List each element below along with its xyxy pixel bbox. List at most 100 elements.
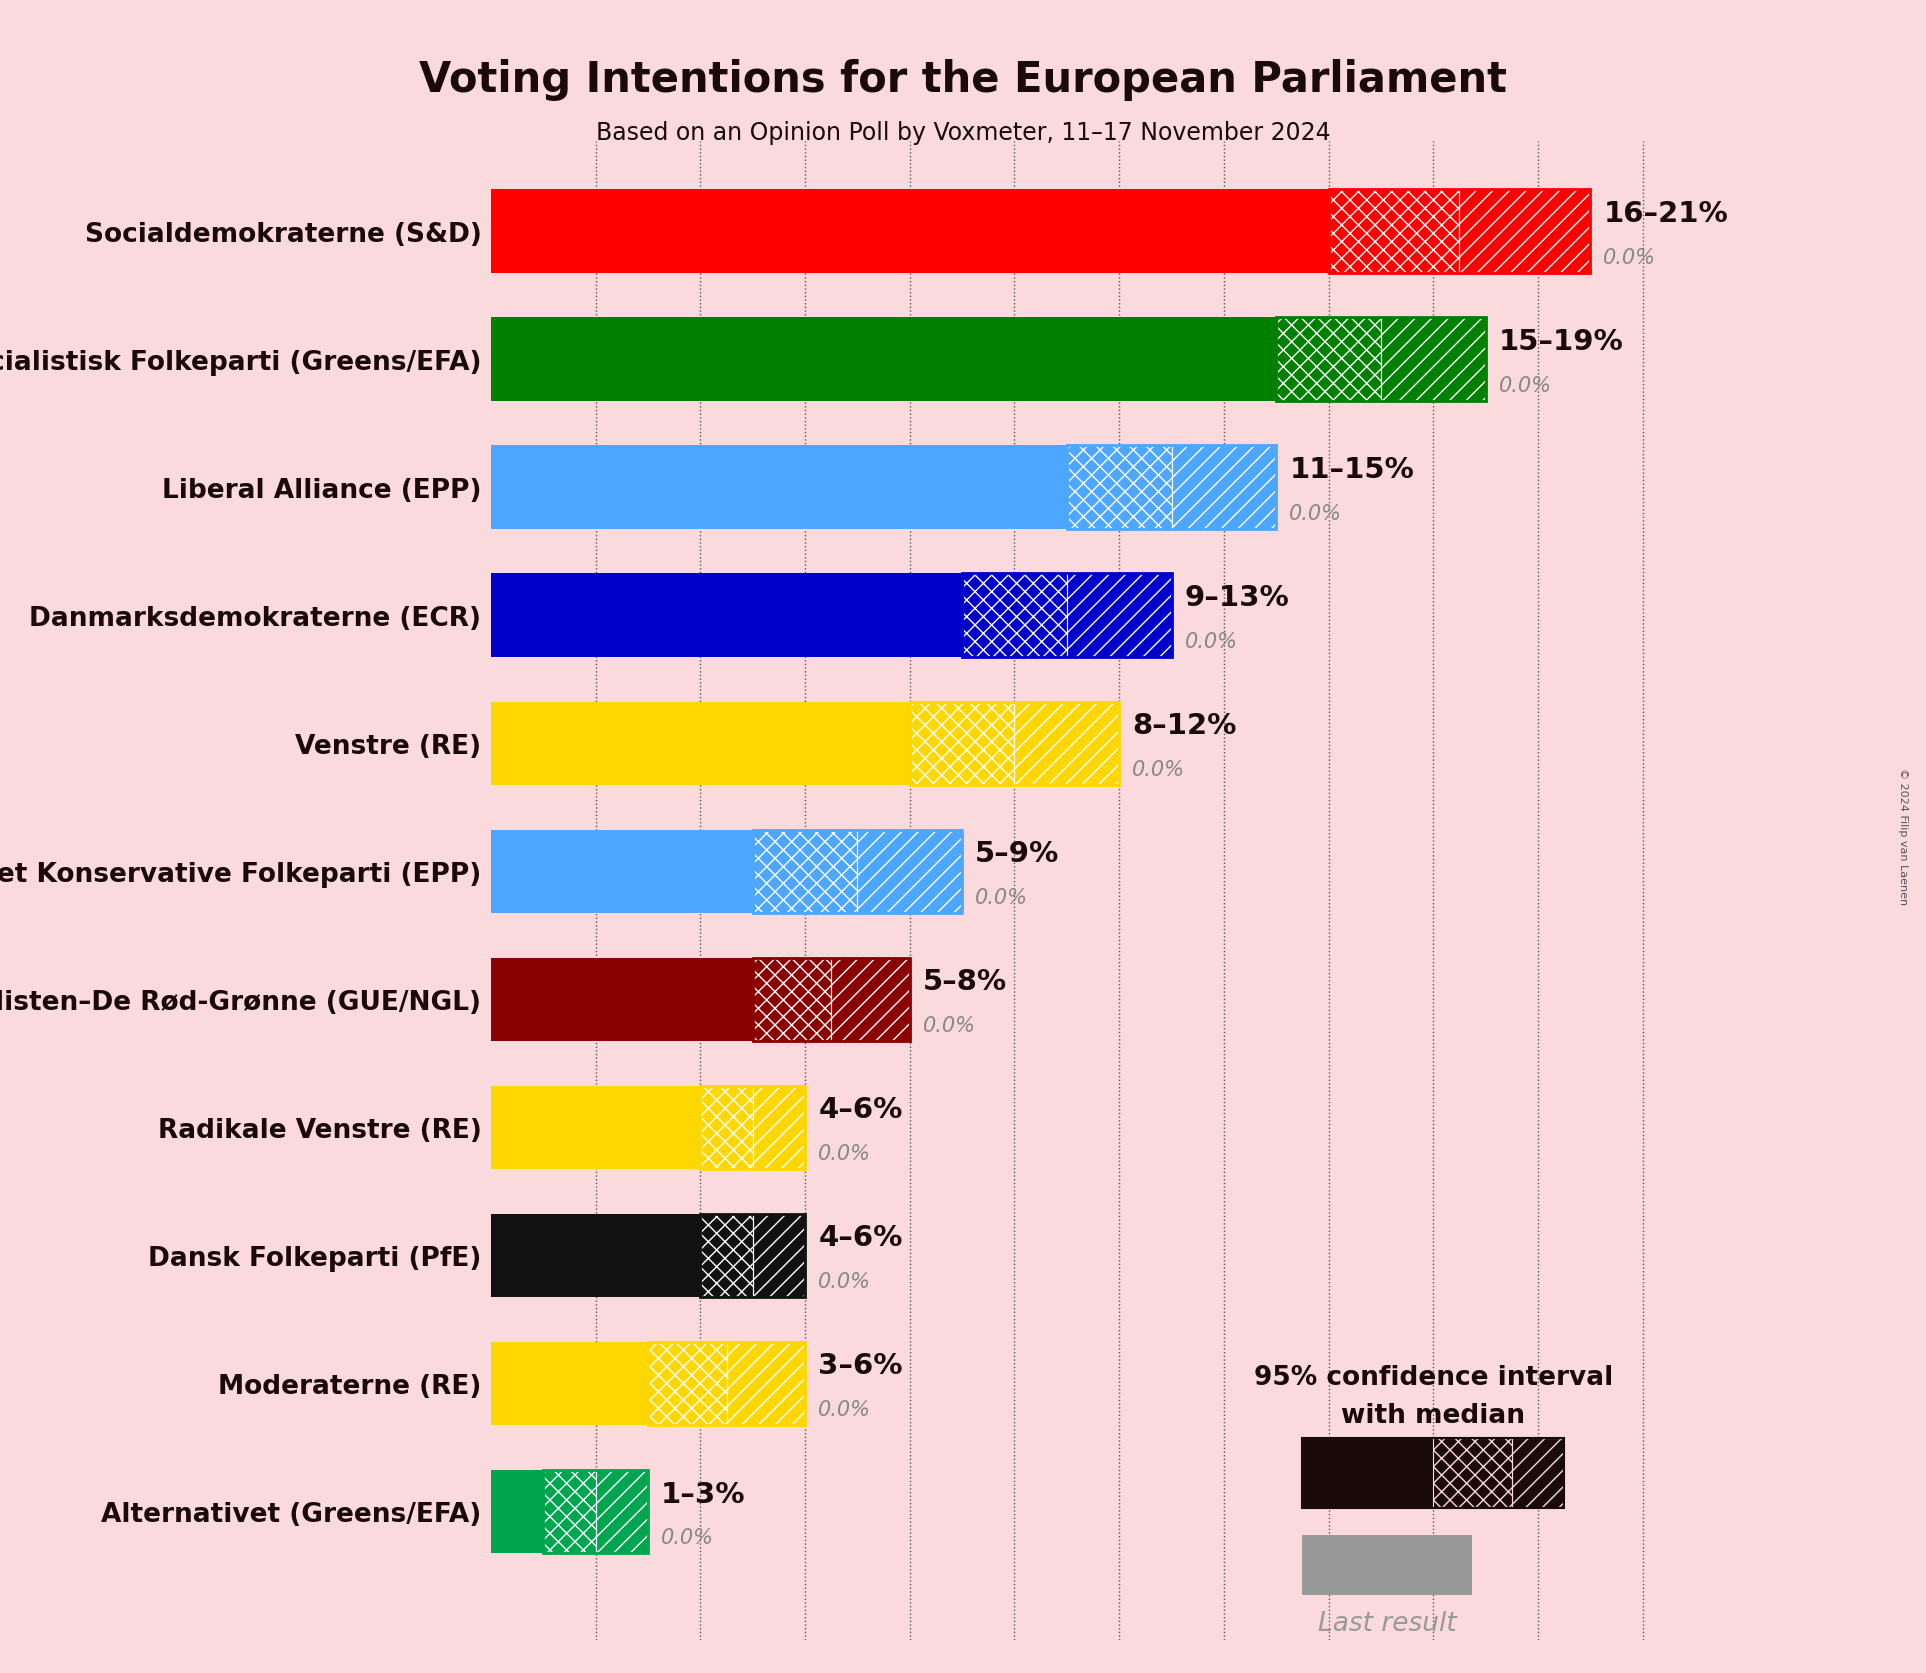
Text: Voting Intentions for the European Parliament: Voting Intentions for the European Parli… (420, 59, 1506, 100)
Bar (1329, 191, 1460, 273)
Bar (753, 959, 832, 1041)
Text: 0.0%: 0.0% (1288, 504, 1342, 524)
Text: 16–21%: 16–21% (1602, 199, 1728, 228)
Bar (963, 574, 1171, 657)
Bar (1067, 447, 1171, 529)
Bar (491, 1215, 701, 1297)
Bar (1277, 318, 1381, 402)
Bar (753, 959, 909, 1041)
Bar (1302, 1536, 1473, 1596)
Text: 0.0%: 0.0% (1498, 375, 1552, 395)
Bar (1171, 447, 1277, 529)
Bar (1433, 1439, 1512, 1509)
Bar (701, 1086, 753, 1169)
Bar (1067, 447, 1171, 529)
Bar (1329, 191, 1460, 273)
Text: 0.0%: 0.0% (819, 1143, 871, 1163)
Bar (701, 1215, 805, 1297)
Text: 0.0%: 0.0% (1602, 248, 1656, 268)
Bar (909, 703, 1119, 785)
Bar (1067, 574, 1171, 657)
Text: © 2024 Filip van Laenen: © 2024 Filip van Laenen (1897, 768, 1909, 905)
Bar (1277, 318, 1485, 402)
Bar (649, 1342, 726, 1425)
Bar (963, 574, 1067, 657)
Bar (1067, 574, 1171, 657)
Bar (1171, 447, 1277, 529)
Bar (491, 447, 1067, 529)
Bar (753, 830, 857, 913)
Text: 0.0%: 0.0% (975, 887, 1028, 907)
Bar (1460, 191, 1591, 273)
Text: 5–8%: 5–8% (923, 967, 1007, 995)
Bar (1433, 1439, 1512, 1509)
Bar (491, 830, 753, 913)
Bar (701, 1215, 753, 1297)
Bar (753, 1086, 805, 1169)
Bar (649, 1342, 805, 1425)
Text: 3–6%: 3–6% (819, 1352, 903, 1380)
Text: 4–6%: 4–6% (819, 1096, 903, 1124)
Bar (595, 1471, 649, 1553)
Bar (909, 703, 1015, 785)
Bar (1302, 1439, 1564, 1509)
Bar (753, 1215, 805, 1297)
Bar (963, 574, 1067, 657)
Bar (491, 318, 1277, 402)
Bar (832, 959, 909, 1041)
Text: 0.0%: 0.0% (819, 1271, 871, 1292)
Bar (1381, 318, 1485, 402)
Bar (491, 191, 1329, 273)
Bar (753, 830, 857, 913)
Bar (1460, 191, 1591, 273)
Bar (1067, 447, 1277, 529)
Bar (1512, 1439, 1564, 1509)
Bar (595, 1471, 649, 1553)
Text: 5–9%: 5–9% (975, 840, 1059, 868)
Bar (491, 1342, 649, 1425)
Bar (753, 1215, 805, 1297)
Text: Last result: Last result (1317, 1609, 1456, 1636)
Text: 0.0%: 0.0% (923, 1016, 976, 1036)
Bar (543, 1471, 595, 1553)
Bar (909, 703, 1015, 785)
Bar (832, 959, 909, 1041)
Bar (1381, 318, 1485, 402)
Text: 0.0%: 0.0% (1132, 760, 1184, 780)
Bar (753, 830, 963, 913)
Bar (543, 1471, 595, 1553)
Bar (726, 1342, 805, 1425)
Bar (1302, 1439, 1433, 1509)
Text: 11–15%: 11–15% (1288, 455, 1414, 483)
Bar (1015, 703, 1119, 785)
Text: 4–6%: 4–6% (819, 1223, 903, 1251)
Bar (857, 830, 963, 913)
Bar (543, 1471, 649, 1553)
Bar (857, 830, 963, 913)
Bar (701, 1086, 753, 1169)
Bar (491, 1471, 543, 1553)
Bar (491, 959, 753, 1041)
Text: 95% confidence interval: 95% confidence interval (1254, 1363, 1612, 1390)
Bar (491, 1086, 701, 1169)
Bar (491, 703, 909, 785)
Text: 8–12%: 8–12% (1132, 711, 1236, 739)
Text: Based on an Opinion Poll by Voxmeter, 11–17 November 2024: Based on an Opinion Poll by Voxmeter, 11… (595, 120, 1331, 144)
Bar (753, 1086, 805, 1169)
Bar (726, 1342, 805, 1425)
Bar (1277, 318, 1381, 402)
Bar (1015, 703, 1119, 785)
Text: 0.0%: 0.0% (819, 1399, 871, 1419)
Bar (753, 959, 832, 1041)
Text: 9–13%: 9–13% (1184, 584, 1288, 612)
Bar (649, 1342, 726, 1425)
Bar (1329, 191, 1591, 273)
Text: 0.0%: 0.0% (661, 1527, 715, 1548)
Bar (1512, 1439, 1564, 1509)
Text: with median: with median (1340, 1402, 1525, 1429)
Bar (701, 1215, 753, 1297)
Text: 15–19%: 15–19% (1498, 328, 1624, 356)
Text: 1–3%: 1–3% (661, 1479, 745, 1507)
Text: 0.0%: 0.0% (1184, 631, 1238, 651)
Bar (491, 574, 963, 657)
